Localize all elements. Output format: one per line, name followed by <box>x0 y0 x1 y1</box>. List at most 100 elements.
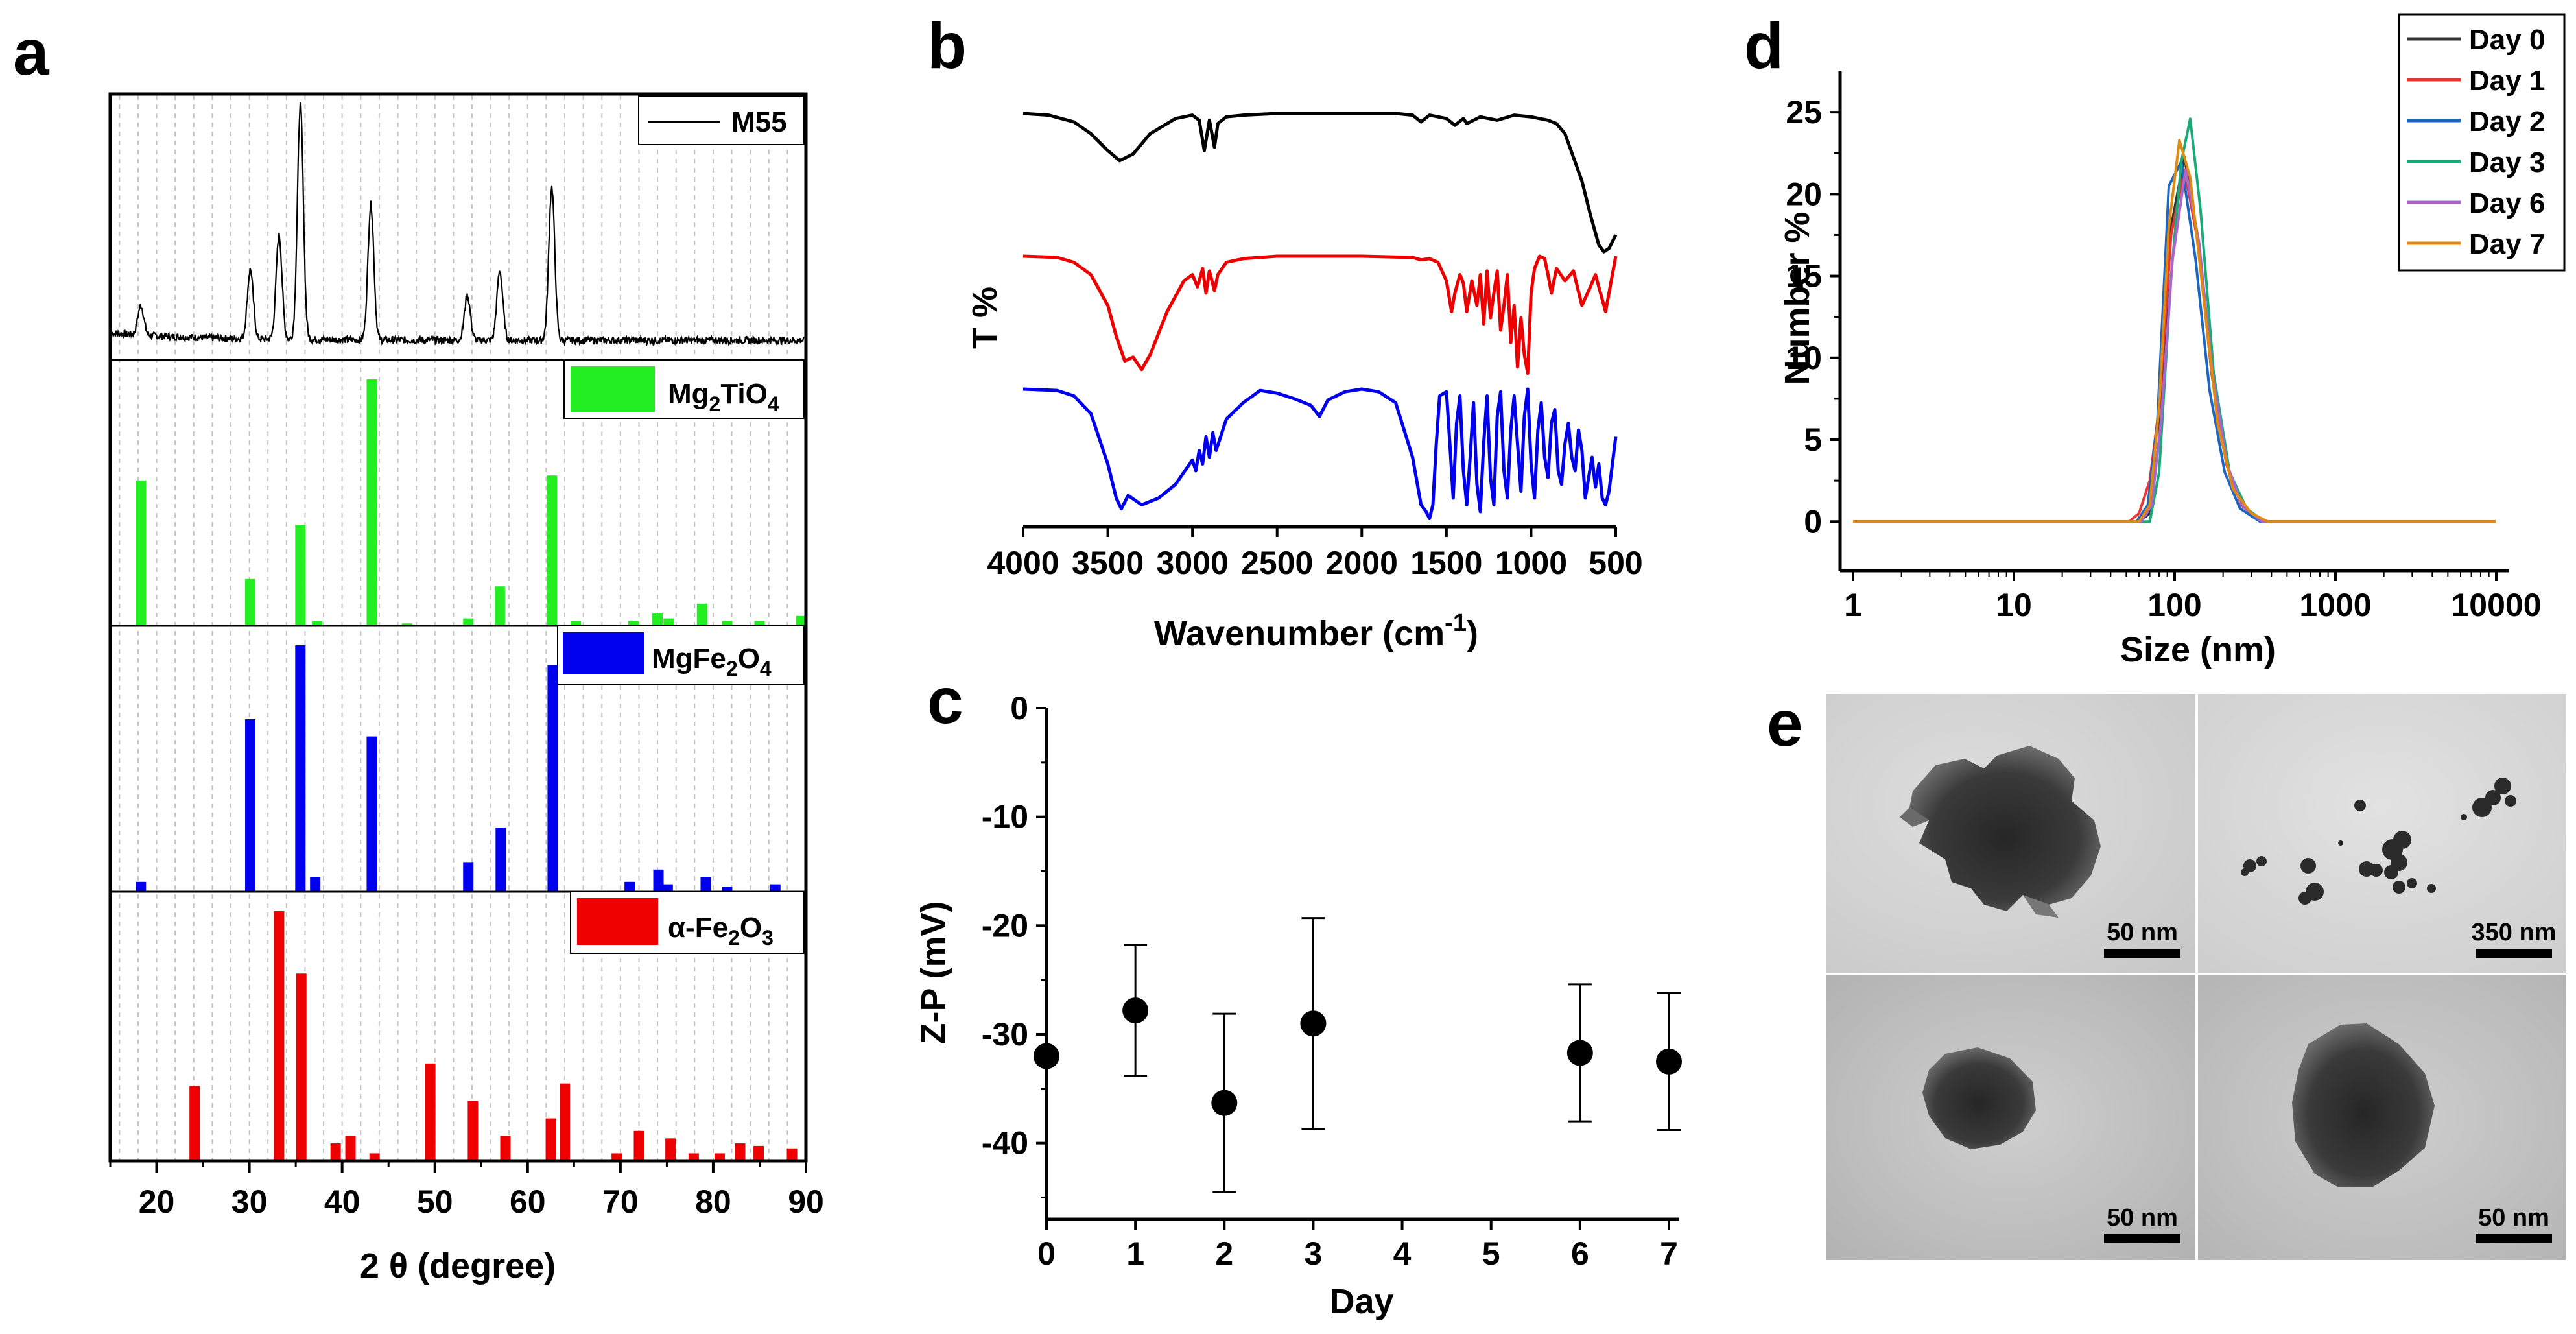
xrd-bar-α-Fe2O3 <box>665 1138 676 1161</box>
tem-image-3: 50 nm <box>1826 975 2195 1260</box>
ftir-x-tick-label: 1500 <box>1410 545 1482 581</box>
xrd-bar-α-Fe2O3 <box>735 1143 746 1161</box>
zeta-x-tick-label: 2 <box>1215 1235 1233 1272</box>
xrd-reference-bars <box>136 379 807 1161</box>
xrd-x-tick-label: 50 <box>417 1184 453 1220</box>
xrd-bar-α-Fe2O3 <box>714 1153 725 1161</box>
xrd-bar-α-Fe2O3 <box>560 1083 571 1161</box>
xrd-bar-Mg2TiO4 <box>494 586 505 626</box>
dls-y-tick-label: 5 <box>1804 422 1822 458</box>
dls-legend-label: Day 3 <box>2469 147 2545 178</box>
tem-image-4: 50 nm <box>2198 975 2566 1260</box>
zeta-x-tick-label: 0 <box>1037 1235 1056 1272</box>
panel-a-xrd: M55 Mg2TiO4 MgFe2O4 α-Fe2O3 20 30 40 50 60 70… <box>108 92 824 1285</box>
xrd-x-tick-label: 60 <box>510 1184 546 1220</box>
tem-scalebar-1 <box>2104 949 2180 958</box>
xrd-bar-MgFe2O4 <box>245 719 256 892</box>
dls-legend: Day 0 Day 1 Day 2 Day 3 Day 6 Day 7 <box>2398 13 2566 272</box>
xrd-bar-α-Fe2O3 <box>189 1086 200 1161</box>
legend-fe2o3-part2: O <box>740 912 762 944</box>
legend-fe2o3-part1: α-Fe <box>668 912 728 944</box>
legend-mgfe2o4-part1: MgFe <box>652 643 726 674</box>
xrd-bar-α-Fe2O3 <box>786 1148 798 1161</box>
xrd-pattern-m55 <box>112 102 805 347</box>
tem-scalebar-label-2: 350 nm <box>2472 919 2557 946</box>
svg-text:Mg2TiO4: Mg2TiO4 <box>668 378 779 416</box>
ftir-x-tick-label: 3500 <box>1072 545 1144 581</box>
legend-fe2o3-sub1: 2 <box>728 926 740 949</box>
ftir-x-tick-label: 4000 <box>987 545 1059 581</box>
ftir-x-tick-label: 3000 <box>1157 545 1229 581</box>
dls-x-tick-label: 100 <box>2147 587 2201 623</box>
svg-text:MgFe2O4: MgFe2O4 <box>652 643 772 680</box>
dls-legend-label: Day 0 <box>2469 24 2545 56</box>
xrd-bar-Mg2TiO4 <box>754 621 765 626</box>
dls-y-tick-label: 0 <box>1804 503 1822 540</box>
xrd-bar-Mg2TiO4 <box>312 621 323 626</box>
xrd-bar-α-Fe2O3 <box>274 911 285 1161</box>
ftir-x-tick-label: 2000 <box>1326 545 1398 581</box>
tem-scalebar-label-1: 50 nm <box>2107 919 2178 946</box>
zeta-point <box>1122 997 1149 1024</box>
tem-small-particles <box>2241 778 2516 905</box>
xrd-bar-α-Fe2O3 <box>500 1136 511 1161</box>
ftir-x-axis-label: Wavenumber (cm-1) <box>1154 610 1478 653</box>
dls-y-tick-label: 25 <box>1786 94 1822 130</box>
legend-m55-label: M55 <box>731 106 787 138</box>
panel-label-b: b <box>927 10 967 82</box>
xrd-bar-Mg2TiO4 <box>295 525 306 626</box>
tem-scalebar-3 <box>2104 1234 2180 1243</box>
dls-y-tick-label: 15 <box>1786 258 1822 294</box>
xrd-bar-MgFe2O4 <box>653 869 664 892</box>
tem-aggregate-1 <box>1909 746 2101 911</box>
xrd-bar-MgFe2O4 <box>463 862 474 892</box>
ftir-spectrum-line <box>1022 387 1618 520</box>
xrd-bar-MgFe2O4 <box>495 828 506 892</box>
ftir-x-tick-label: 2500 <box>1241 545 1313 581</box>
xrd-bar-Mg2TiO4 <box>463 618 474 626</box>
zeta-x-axis-label: Day <box>1329 1282 1393 1321</box>
xrd-x-tick-label: 30 <box>231 1184 268 1220</box>
zeta-point <box>1034 1043 1059 1069</box>
dls-x-tick-label: 1000 <box>2299 587 2371 623</box>
xrd-bar-Mg2TiO4 <box>696 603 707 626</box>
xrd-bar-MgFe2O4 <box>662 884 673 892</box>
xrd-bar-α-Fe2O3 <box>545 1118 556 1161</box>
xrd-x-tick-label: 20 <box>139 1184 175 1220</box>
xrd-bar-α-Fe2O3 <box>369 1153 380 1161</box>
xrd-bar-MgFe2O4 <box>295 645 306 892</box>
dls-x-tick-label: 10 <box>1996 587 2032 623</box>
xrd-x-tick-label: 80 <box>695 1184 731 1220</box>
dls-y-tick-label: 20 <box>1786 176 1822 212</box>
svg-text:α-Fe2O3: α-Fe2O3 <box>668 912 774 949</box>
panel-b-ftir: 4000 3500 3000 2500 2000 1500 1000 500 Wavenumb… <box>965 112 1643 653</box>
tem-particle-4 <box>2292 1023 2435 1187</box>
legend-mgfe2o4-sub2: 4 <box>760 657 772 680</box>
xrd-x-ticks: 20 30 40 50 60 70 80 90 <box>109 1161 824 1220</box>
legend-mgfe2o4-part2: O <box>738 643 760 674</box>
legend-mg2tio4-part1: Mg <box>668 378 709 410</box>
tem-particle-3 <box>1922 1047 2036 1149</box>
legend-mg2tio4-part2: TiO <box>720 378 768 410</box>
zeta-y-tick-label: -10 <box>982 799 1028 835</box>
xrd-bar-Mg2TiO4 <box>796 615 807 626</box>
xrd-bar-MgFe2O4 <box>547 665 558 892</box>
dls-legend-label: Day 6 <box>2469 187 2545 219</box>
xrd-bar-MgFe2O4 <box>624 881 635 892</box>
panel-label-c: c <box>927 665 963 737</box>
legend-m55: M55 <box>638 95 805 145</box>
dls-y-axis-label: Number % <box>1778 211 1817 385</box>
panel-e-tem: 50 nm 350 nm 50 nm <box>1826 694 2566 1260</box>
zeta-y-tick-label: -20 <box>982 907 1028 944</box>
dls-x-axis-label: Size (nm) <box>2120 630 2276 669</box>
xrd-bar-Mg2TiO4 <box>245 578 256 626</box>
xrd-bar-α-Fe2O3 <box>688 1153 699 1161</box>
tem-image-2: 350 nm <box>2198 694 2566 973</box>
xrd-bar-α-Fe2O3 <box>753 1145 764 1161</box>
xrd-x-tick-label: 40 <box>324 1184 360 1220</box>
ftir-x-tick-label: 1000 <box>1495 545 1567 581</box>
zeta-x-tick-label: 3 <box>1305 1235 1323 1272</box>
zeta-x-tick-label: 6 <box>1571 1235 1589 1272</box>
zeta-x-tick-label: 4 <box>1393 1235 1412 1272</box>
